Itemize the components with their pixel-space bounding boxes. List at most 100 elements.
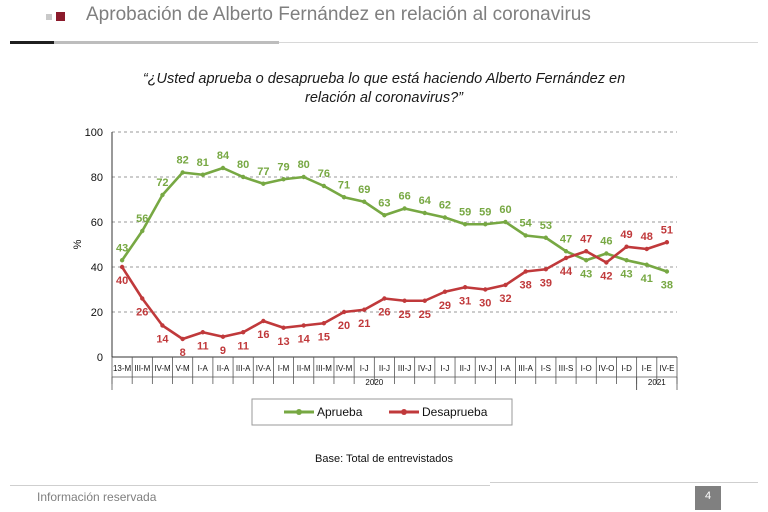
data-label: 20 bbox=[338, 320, 350, 332]
title-marker-dark bbox=[56, 12, 65, 21]
data-label: 82 bbox=[177, 155, 189, 167]
data-label: 59 bbox=[479, 206, 491, 218]
data-point bbox=[583, 249, 589, 254]
data-label: 15 bbox=[318, 331, 330, 343]
data-point bbox=[583, 258, 589, 263]
data-label: 26 bbox=[378, 307, 390, 319]
data-point bbox=[442, 289, 448, 294]
data-label: 80 bbox=[237, 159, 249, 171]
data-label: 25 bbox=[419, 309, 431, 321]
year-label: 2021 bbox=[648, 378, 666, 387]
data-point bbox=[604, 251, 609, 256]
data-point bbox=[644, 246, 649, 252]
page-title: Aprobación de Alberto Fernández en relac… bbox=[86, 4, 591, 25]
footer-rule bbox=[10, 485, 490, 486]
x-tick-label: III-A bbox=[236, 364, 251, 373]
data-point bbox=[462, 222, 468, 227]
y-tick-label: 0 bbox=[97, 352, 103, 364]
data-label: 46 bbox=[600, 236, 612, 248]
data-point bbox=[483, 222, 488, 227]
data-label: 43 bbox=[580, 268, 592, 280]
x-tick-label: III-M bbox=[134, 364, 150, 373]
data-label: 11 bbox=[237, 340, 249, 352]
data-label: 66 bbox=[398, 191, 410, 203]
data-label: 21 bbox=[358, 318, 370, 330]
x-tick-label: I-A bbox=[198, 364, 209, 373]
data-label: 71 bbox=[338, 179, 350, 191]
data-point bbox=[281, 177, 286, 182]
data-point bbox=[382, 296, 387, 301]
data-point bbox=[160, 192, 165, 198]
data-label: 43 bbox=[620, 268, 632, 280]
data-label: 47 bbox=[580, 233, 592, 245]
legend-marker bbox=[296, 409, 302, 415]
data-label: 54 bbox=[520, 218, 533, 230]
data-label: 39 bbox=[540, 277, 552, 289]
x-tick-label: III-J bbox=[398, 364, 411, 373]
y-axis-label: % bbox=[72, 239, 84, 249]
data-point bbox=[462, 285, 468, 290]
data-point bbox=[301, 174, 306, 180]
data-label: 13 bbox=[277, 336, 289, 348]
data-label: 14 bbox=[298, 334, 311, 346]
data-point bbox=[180, 336, 185, 342]
x-tick-label: III-M bbox=[316, 364, 332, 373]
data-point bbox=[543, 235, 549, 240]
data-point bbox=[563, 249, 569, 254]
page-number: 4 bbox=[695, 486, 721, 510]
year-label: 2020 bbox=[365, 378, 383, 387]
confidential-label: Información reservada bbox=[37, 490, 157, 504]
data-point bbox=[200, 330, 206, 335]
data-point bbox=[503, 219, 508, 225]
data-point bbox=[543, 267, 549, 272]
x-tick-label: I-J bbox=[360, 364, 369, 373]
series-line-aprueba bbox=[121, 166, 668, 273]
data-point bbox=[341, 309, 347, 315]
data-label: 29 bbox=[439, 300, 451, 312]
header-rule-thin bbox=[279, 42, 758, 43]
data-label: 30 bbox=[479, 298, 491, 310]
y-tick-label: 100 bbox=[85, 127, 103, 139]
data-point bbox=[321, 183, 327, 189]
data-label: 31 bbox=[459, 295, 471, 307]
data-label: 56 bbox=[136, 213, 148, 225]
x-tick-label: IV-J bbox=[418, 364, 432, 373]
data-point bbox=[624, 258, 629, 263]
data-point bbox=[422, 298, 427, 303]
data-point bbox=[624, 244, 629, 249]
x-tick-label: IV-M bbox=[336, 364, 353, 373]
data-label: 11 bbox=[197, 340, 209, 352]
x-tick-label: I-J bbox=[441, 364, 450, 373]
data-point bbox=[362, 307, 367, 312]
data-label: 40 bbox=[116, 275, 128, 287]
data-label: 84 bbox=[217, 150, 230, 162]
x-tick-label: I-D bbox=[621, 364, 632, 373]
data-point bbox=[362, 199, 367, 204]
x-tick-label: IV-M bbox=[154, 364, 171, 373]
data-label: 43 bbox=[116, 242, 128, 254]
data-point bbox=[301, 323, 306, 328]
data-point bbox=[604, 260, 609, 265]
data-point bbox=[442, 215, 448, 220]
x-tick-label: III-S bbox=[559, 364, 574, 373]
x-tick-label: 13-M bbox=[113, 364, 132, 373]
data-point bbox=[261, 181, 266, 186]
x-tick-label: II-J bbox=[460, 364, 471, 373]
data-label: 62 bbox=[439, 200, 451, 212]
data-point bbox=[402, 298, 407, 303]
data-label: 79 bbox=[277, 161, 289, 173]
data-label: 63 bbox=[378, 197, 390, 209]
legend-label: Aprueba bbox=[317, 405, 363, 419]
data-point bbox=[140, 296, 145, 301]
footer-rule-right bbox=[490, 482, 758, 483]
data-point bbox=[180, 170, 185, 175]
data-label: 49 bbox=[620, 229, 632, 241]
data-label: 51 bbox=[661, 224, 673, 236]
series-line-desaprueba bbox=[120, 241, 668, 341]
data-point bbox=[402, 206, 407, 211]
header-rule-dark bbox=[10, 41, 54, 44]
x-tick-label: IV-E bbox=[659, 364, 674, 373]
data-label: 59 bbox=[459, 206, 471, 218]
data-point bbox=[220, 165, 226, 171]
data-point bbox=[220, 334, 226, 339]
